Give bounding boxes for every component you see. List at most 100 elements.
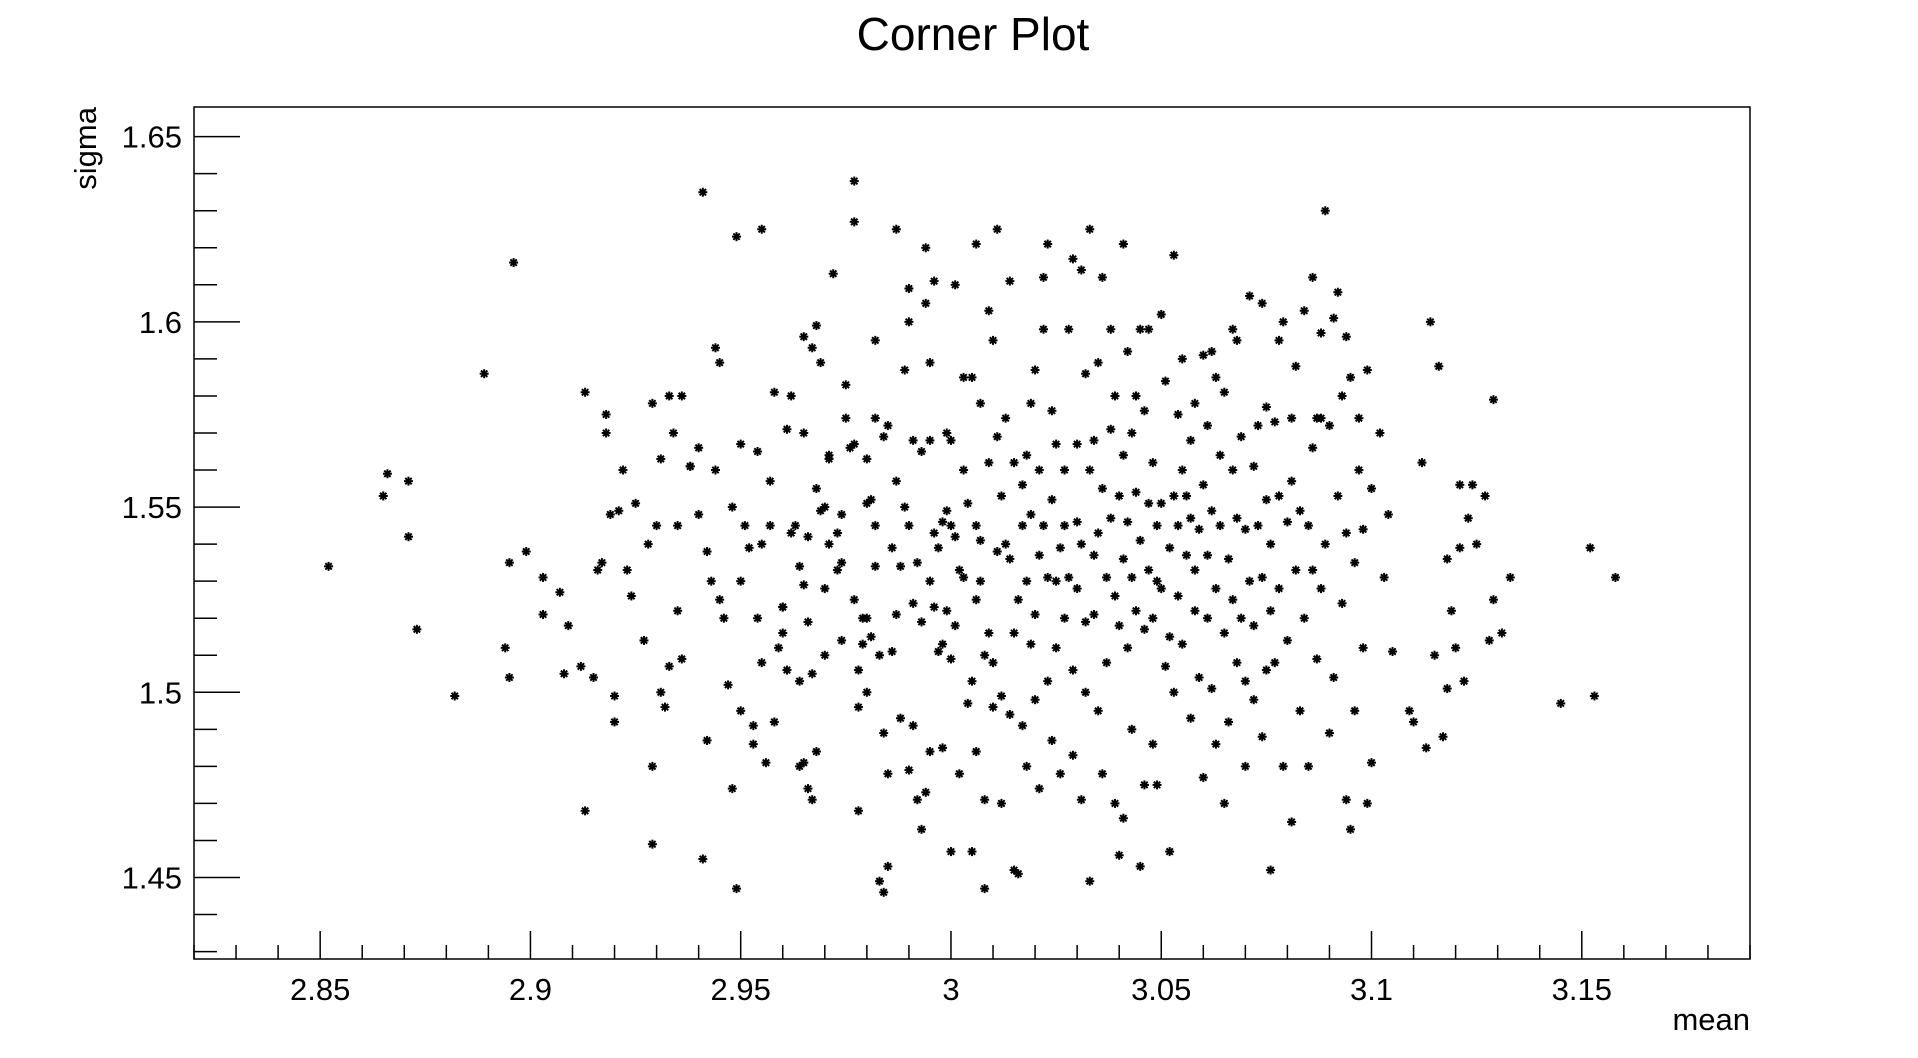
data-point <box>1123 643 1133 653</box>
data-point <box>1282 635 1292 645</box>
data-point <box>1005 276 1015 286</box>
data-point <box>403 532 413 542</box>
data-point <box>921 787 931 797</box>
data-point <box>938 639 948 649</box>
data-point <box>450 691 460 701</box>
data-point <box>1455 543 1465 553</box>
data-point <box>1123 517 1133 527</box>
data-point <box>1038 272 1048 282</box>
data-point <box>841 413 851 423</box>
data-point <box>879 432 889 442</box>
data-point <box>1261 495 1271 505</box>
data-point <box>1106 424 1116 434</box>
data-point <box>1215 521 1225 531</box>
data-point <box>1287 413 1297 423</box>
data-point <box>1488 395 1498 405</box>
data-point <box>1266 865 1276 875</box>
chart-title: Corner Plot <box>857 8 1090 60</box>
data-point <box>1249 461 1259 471</box>
data-point <box>1367 758 1377 768</box>
data-point <box>727 784 737 794</box>
data-point <box>1110 798 1120 808</box>
data-point <box>925 747 935 757</box>
data-point <box>1316 328 1326 338</box>
data-point <box>1186 713 1196 723</box>
data-point <box>1388 647 1398 657</box>
data-point <box>753 447 763 457</box>
data-point <box>1354 465 1364 475</box>
data-point <box>1106 513 1116 523</box>
data-point <box>1047 406 1057 416</box>
data-point <box>1148 458 1158 468</box>
data-point <box>824 450 834 460</box>
data-point <box>1064 324 1074 334</box>
data-point <box>1198 350 1208 360</box>
data-point <box>963 498 973 508</box>
data-point <box>1480 491 1490 501</box>
data-point <box>946 435 956 445</box>
data-point <box>1001 539 1011 549</box>
data-point <box>1034 784 1044 794</box>
data-point <box>1152 780 1162 790</box>
data-point <box>1203 421 1213 431</box>
data-point <box>959 572 969 582</box>
data-point <box>576 661 586 671</box>
data-point <box>719 613 729 623</box>
data-point <box>1488 595 1498 605</box>
data-point <box>715 358 725 368</box>
data-point <box>849 439 859 449</box>
data-point <box>769 387 779 397</box>
data-point <box>1043 676 1053 686</box>
data-point <box>1156 584 1166 594</box>
data-point <box>1030 695 1040 705</box>
data-point <box>795 676 805 686</box>
data-point <box>1341 528 1351 538</box>
data-point <box>1253 421 1263 431</box>
data-point <box>929 528 939 538</box>
data-point <box>1177 639 1187 649</box>
data-point <box>971 521 981 531</box>
data-point <box>862 687 872 697</box>
data-point <box>908 721 918 731</box>
data-point <box>1186 513 1196 523</box>
data-point <box>694 509 704 519</box>
data-point <box>1081 687 1091 697</box>
data-point <box>660 702 670 712</box>
data-point <box>942 606 952 616</box>
data-point <box>769 717 779 727</box>
data-point <box>1207 684 1217 694</box>
data-point <box>1350 558 1360 568</box>
data-point <box>1291 361 1301 371</box>
data-point <box>631 498 641 508</box>
data-point <box>1354 413 1364 423</box>
data-point <box>1610 572 1620 582</box>
data-point <box>967 847 977 857</box>
data-point <box>820 650 830 660</box>
data-point <box>971 747 981 757</box>
data-point <box>1068 254 1078 264</box>
data-point <box>1240 524 1250 534</box>
data-point <box>799 758 809 768</box>
data-point <box>1043 572 1053 582</box>
data-point <box>1266 606 1276 616</box>
data-point <box>904 284 914 294</box>
data-point <box>727 502 737 512</box>
data-point <box>647 839 657 849</box>
data-point <box>647 398 657 408</box>
data-point <box>1266 539 1276 549</box>
data-point <box>710 465 720 475</box>
data-point <box>984 628 994 638</box>
data-point <box>1165 847 1175 857</box>
data-point <box>1194 672 1204 682</box>
data-point <box>698 854 708 864</box>
data-point <box>1127 724 1137 734</box>
data-point <box>896 713 906 723</box>
data-point <box>1236 613 1246 623</box>
data-point <box>1442 684 1452 694</box>
data-point <box>908 598 918 608</box>
data-point <box>757 224 767 234</box>
data-point <box>1240 676 1250 686</box>
data-point <box>757 539 767 549</box>
data-point <box>887 647 897 657</box>
data-point <box>1324 421 1334 431</box>
